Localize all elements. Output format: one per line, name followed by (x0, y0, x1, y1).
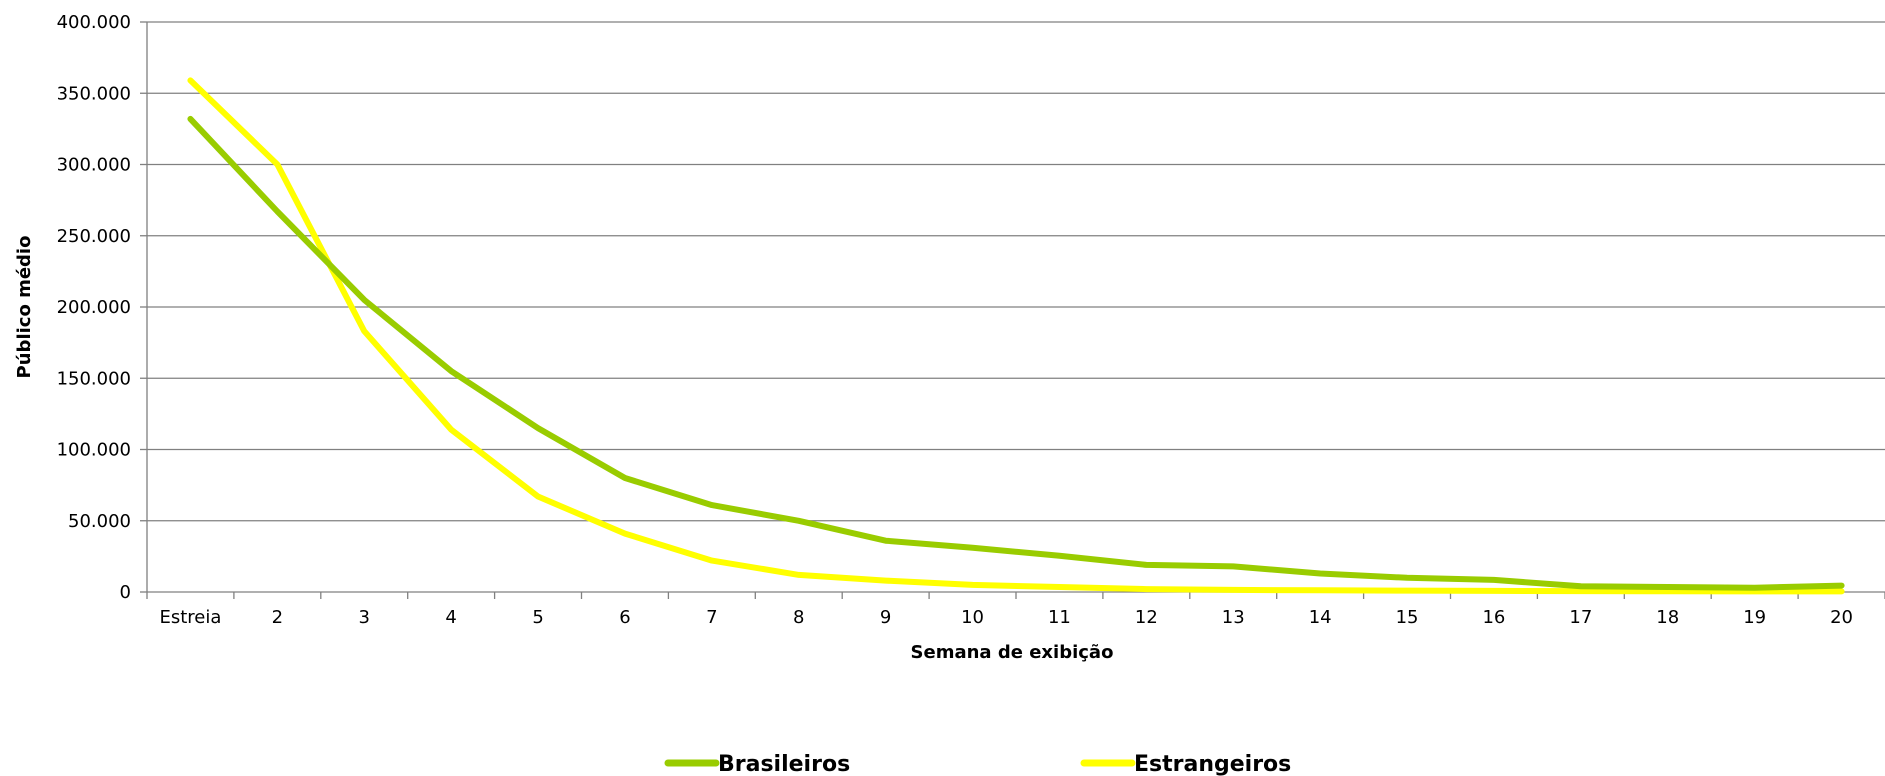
x-tick-label: 19 (1743, 607, 1766, 628)
gridlines (147, 21, 1885, 522)
series-line-estrangeiros (187, 77, 1845, 595)
x-tick-label: Estreia (159, 607, 221, 628)
y-tick-label: 200.000 (57, 297, 131, 318)
x-tick-label: 5 (532, 607, 543, 628)
series-line-brasileiros (187, 115, 1845, 591)
y-axis-title: Público médio (14, 236, 35, 379)
x-tick-label: 16 (1482, 607, 1505, 628)
x-axis-title: Semana de exibição (911, 642, 1114, 663)
x-tick-label: 15 (1396, 607, 1419, 628)
y-tick-labels: 0 50.000 100.000 150.000 200.000 250.000 300.0… (57, 12, 131, 603)
y-tick-label: 0 (120, 582, 131, 603)
y-tick-label: 150.000 (57, 368, 131, 389)
series-lines (187, 77, 1845, 595)
axes (140, 21, 1885, 599)
x-tick-label: 3 (359, 607, 370, 628)
x-tick-label: 4 (445, 607, 456, 628)
x-tick-label: 17 (1569, 607, 1592, 628)
x-tick-label: 2 (272, 607, 283, 628)
legend-item: Brasileiros (664, 752, 850, 776)
legend: Brasileiros Estrangeiros (664, 752, 1291, 776)
x-tick-label: 14 (1309, 607, 1332, 628)
x-tick-label: 7 (706, 607, 717, 628)
x-tick-label: 11 (1048, 607, 1071, 628)
y-tick-label: 250.000 (57, 226, 131, 247)
x-tick-label: 8 (793, 607, 804, 628)
x-tick-label: 9 (880, 607, 891, 628)
x-tick-labels: Estreia 2 3 4 5 6 7 8 9 10 11 12 13 14 15 16 17 18 19 20 (159, 607, 1853, 628)
legend-label: Brasileiros (718, 752, 850, 776)
x-tick-label: 10 (961, 607, 984, 628)
x-tick-label: 13 (1222, 607, 1245, 628)
y-tick-label: 100.000 (57, 440, 131, 461)
x-tick-label: 20 (1830, 607, 1853, 628)
legend-item: Estrangeiros (1080, 752, 1291, 776)
y-tick-label: 300.000 (57, 155, 131, 176)
legend-label: Estrangeiros (1134, 752, 1291, 776)
x-tick-label: 6 (619, 607, 630, 628)
y-tick-label: 350.000 (57, 83, 131, 104)
x-tick-label: 18 (1656, 607, 1679, 628)
y-tick-label: 400.000 (57, 12, 131, 33)
y-tick-label: 50.000 (68, 511, 131, 532)
x-tick-label: 12 (1135, 607, 1158, 628)
